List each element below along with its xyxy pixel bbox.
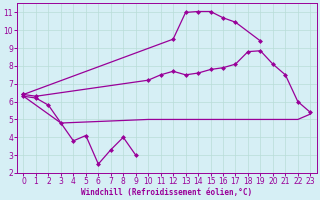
X-axis label: Windchill (Refroidissement éolien,°C): Windchill (Refroidissement éolien,°C): [81, 188, 252, 197]
